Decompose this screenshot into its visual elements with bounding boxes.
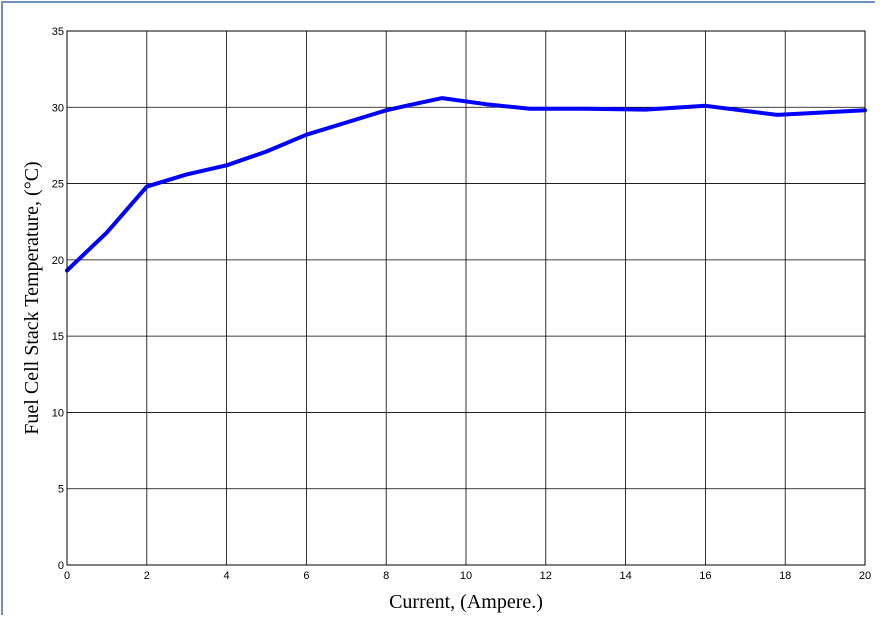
y-tick-label: 35 [52,26,64,38]
x-axis-label: Current, (Ampere.) [389,591,543,613]
series-lines [65,96,867,273]
y-tick-label: 5 [58,484,64,496]
x-tick-label: 20 [859,570,871,582]
y-tick-label: 0 [58,560,64,572]
x-tick-label: 10 [460,570,472,582]
tick-labels: 0 2 4 6 8 10 12 14 16 18 20 0 5 10 15 20 25 30 35 [52,26,871,582]
x-tick-label: 8 [383,570,389,582]
x-tick-label: 6 [303,570,309,582]
x-tick-label: 12 [540,570,552,582]
y-tick-label: 25 [52,179,64,191]
y-axis-label: Fuel Cell Stack Temperature, (°C) [21,161,43,434]
y-tick-label: 20 [52,255,64,267]
series-line [65,96,867,273]
plot-border [66,30,866,566]
x-tick-label: 14 [619,570,631,582]
x-tick-label: 18 [779,570,791,582]
x-tick-label: 16 [699,570,711,582]
x-tick-label: 0 [64,570,70,582]
y-tick-label: 15 [52,331,64,343]
x-tick-label: 4 [224,570,230,582]
y-tick-label: 10 [52,407,64,419]
y-tick-label: 30 [52,102,64,114]
x-tick-label: 2 [144,570,150,582]
